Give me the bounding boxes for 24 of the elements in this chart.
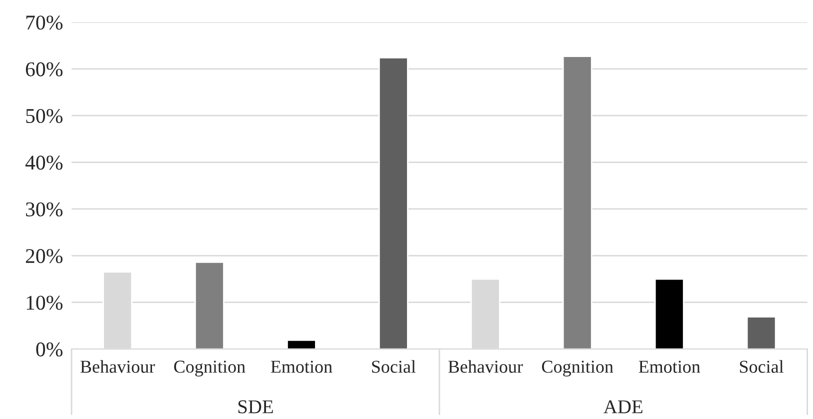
y-tick-label: 40% <box>25 156 62 170</box>
y-tick-label: 10% <box>26 296 62 310</box>
bar <box>654 278 684 350</box>
text: SDE <box>238 400 273 414</box>
y-tick-label: 30% <box>26 202 62 216</box>
bar <box>562 56 592 350</box>
x-tick-label: Behaviour <box>448 360 523 373</box>
x-tick-label: Emotion <box>638 360 700 373</box>
y-tick-label: 50% <box>26 108 62 124</box>
text: ADE <box>604 400 642 414</box>
x-tick-label: Emotion <box>270 360 332 373</box>
y-tick-label: 20% <box>26 249 62 264</box>
x-tick-label: Cognition <box>174 360 246 377</box>
x-tick-label: Behaviour <box>80 360 155 373</box>
bar <box>286 339 316 350</box>
x-tick-label: Cognition <box>542 360 614 377</box>
y-tick-label: 70% <box>26 16 62 30</box>
x-tick-label: Social <box>740 360 784 373</box>
bar <box>194 261 224 350</box>
y-tick-label: 0% <box>36 342 62 357</box>
x-tick-label: Social <box>372 360 416 373</box>
bar <box>746 316 776 350</box>
bar <box>378 56 408 350</box>
y-tick-label: 60% <box>26 62 62 76</box>
